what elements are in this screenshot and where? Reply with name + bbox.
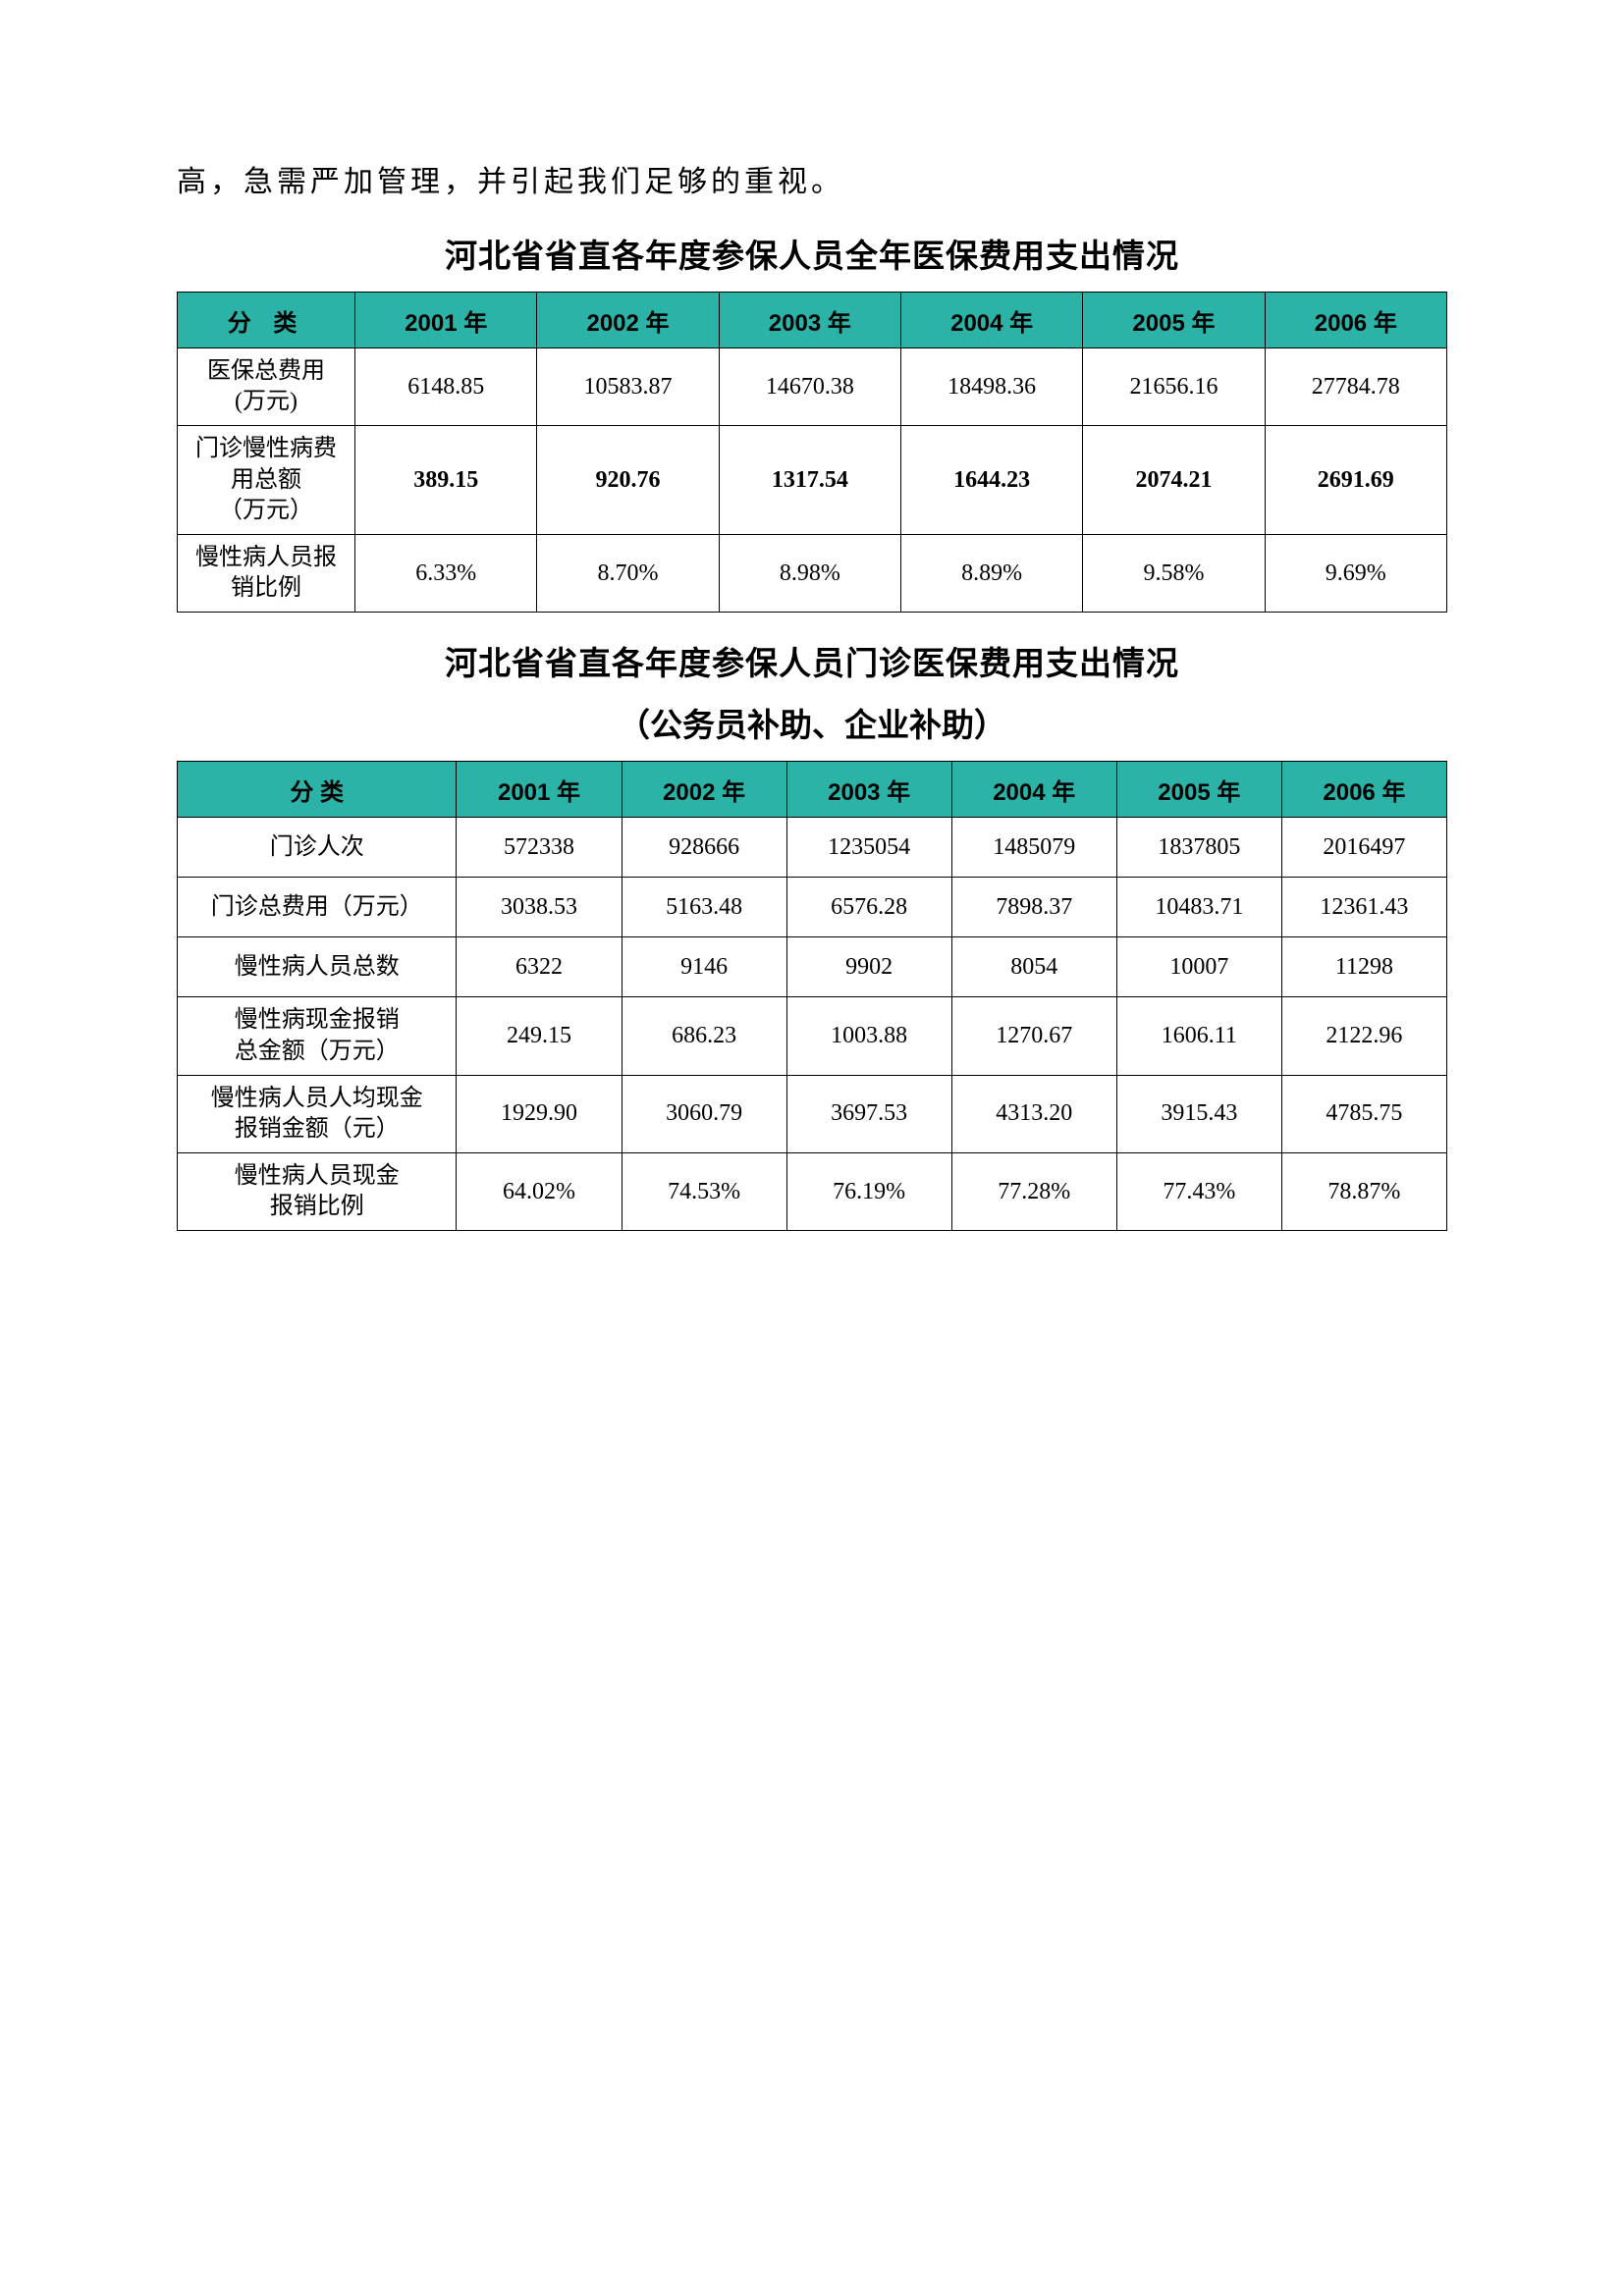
cell: 4785.75 [1281, 1075, 1446, 1152]
cell: 6322 [457, 937, 622, 997]
row-label: 慢性病人员人均现金报销金额（元） [178, 1075, 457, 1152]
cell: 686.23 [622, 997, 786, 1075]
cell: 77.43% [1116, 1153, 1281, 1231]
table2-header-2: 2002 年 [622, 762, 786, 818]
cell: 21656.16 [1083, 348, 1265, 426]
cell: 10007 [1116, 937, 1281, 997]
cell: 6.33% [355, 534, 537, 612]
cell: 928666 [622, 818, 786, 878]
table1-header-3: 2003 年 [719, 293, 900, 348]
cell: 920.76 [537, 426, 719, 535]
cell: 14670.38 [719, 348, 900, 426]
cell: 6148.85 [355, 348, 537, 426]
cell: 78.87% [1281, 1153, 1446, 1231]
cell: 1317.54 [719, 426, 900, 535]
cell: 9.69% [1265, 534, 1446, 612]
cell: 1929.90 [457, 1075, 622, 1152]
row-label: 门诊慢性病费用总额（万元） [178, 426, 355, 535]
table2-subtitle: （公务员补助、企业补助） [177, 699, 1447, 746]
table2-header-0: 分 类 [178, 762, 457, 818]
table-row: 医保总费用(万元)6148.8510583.8714670.3818498.36… [178, 348, 1447, 426]
row-label: 慢性病人员报销比例 [178, 534, 355, 612]
cell: 4313.20 [951, 1075, 1116, 1152]
cell: 10583.87 [537, 348, 719, 426]
table1-header-row: 分 类 2001 年 2002 年 2003 年 2004 年 2005 年 2… [178, 293, 1447, 348]
cell: 2074.21 [1083, 426, 1265, 535]
cell: 2016497 [1281, 818, 1446, 878]
cell: 1003.88 [786, 997, 951, 1075]
cell: 1235054 [786, 818, 951, 878]
table2-header-5: 2005 年 [1116, 762, 1281, 818]
row-label: 门诊总费用（万元） [178, 878, 457, 937]
cell: 74.53% [622, 1153, 786, 1231]
cell: 27784.78 [1265, 348, 1446, 426]
table2-title: 河北省省直各年度参保人员门诊医保费用支出情况 [177, 637, 1447, 684]
table-row: 门诊人次572338928666123505414850791837805201… [178, 818, 1447, 878]
table1: 分 类 2001 年 2002 年 2003 年 2004 年 2005 年 2… [177, 292, 1447, 613]
table2-header-1: 2001 年 [457, 762, 622, 818]
cell: 9902 [786, 937, 951, 997]
row-label: 慢性病现金报销总金额（万元） [178, 997, 457, 1075]
cell: 1606.11 [1116, 997, 1281, 1075]
table-row: 慢性病现金报销总金额（万元）249.15686.231003.881270.67… [178, 997, 1447, 1075]
cell: 11298 [1281, 937, 1446, 997]
cell: 8.70% [537, 534, 719, 612]
table-row: 门诊总费用（万元）3038.535163.486576.287898.37104… [178, 878, 1447, 937]
cell: 9.58% [1083, 534, 1265, 612]
cell: 12361.43 [1281, 878, 1446, 937]
table-row: 慢性病人员报销比例6.33%8.70%8.98%8.89%9.58%9.69% [178, 534, 1447, 612]
table1-title: 河北省省直各年度参保人员全年医保费用支出情况 [177, 230, 1447, 277]
table1-header-1: 2001 年 [355, 293, 537, 348]
table2-header-6: 2006 年 [1281, 762, 1446, 818]
cell: 8.89% [900, 534, 1082, 612]
table1-header-0: 分 类 [228, 310, 305, 337]
table-row: 门诊慢性病费用总额（万元）389.15920.761317.541644.232… [178, 426, 1447, 535]
table2: 分 类 2001 年 2002 年 2003 年 2004 年 2005 年 2… [177, 761, 1447, 1231]
intro-text: 高，急需严加管理，并引起我们足够的重视。 [177, 157, 1447, 200]
row-label: 慢性病人员总数 [178, 937, 457, 997]
cell: 5163.48 [622, 878, 786, 937]
cell: 3915.43 [1116, 1075, 1281, 1152]
cell: 76.19% [786, 1153, 951, 1231]
cell: 2122.96 [1281, 997, 1446, 1075]
table-row: 慢性病人员现金报销比例64.02%74.53%76.19%77.28%77.43… [178, 1153, 1447, 1231]
table2-body: 门诊人次572338928666123505414850791837805201… [178, 818, 1447, 1231]
row-label: 医保总费用(万元) [178, 348, 355, 426]
cell: 8054 [951, 937, 1116, 997]
row-label: 慢性病人员现金报销比例 [178, 1153, 457, 1231]
cell: 2691.69 [1265, 426, 1446, 535]
cell: 1644.23 [900, 426, 1082, 535]
cell: 6576.28 [786, 878, 951, 937]
cell: 3060.79 [622, 1075, 786, 1152]
cell: 249.15 [457, 997, 622, 1075]
table1-header-2: 2002 年 [537, 293, 719, 348]
table-row: 慢性病人员总数63229146990280541000711298 [178, 937, 1447, 997]
table1-header-6: 2006 年 [1265, 293, 1446, 348]
cell: 389.15 [355, 426, 537, 535]
cell: 1270.67 [951, 997, 1116, 1075]
table1-header-5: 2005 年 [1083, 293, 1265, 348]
cell: 3697.53 [786, 1075, 951, 1152]
table1-body: 医保总费用(万元)6148.8510583.8714670.3818498.36… [178, 348, 1447, 613]
table2-header-row: 分 类 2001 年 2002 年 2003 年 2004 年 2005 年 2… [178, 762, 1447, 818]
cell: 572338 [457, 818, 622, 878]
table1-header-4: 2004 年 [900, 293, 1082, 348]
cell: 1485079 [951, 818, 1116, 878]
cell: 1837805 [1116, 818, 1281, 878]
cell: 64.02% [457, 1153, 622, 1231]
table2-header-4: 2004 年 [951, 762, 1116, 818]
cell: 3038.53 [457, 878, 622, 937]
table2-header-3: 2003 年 [786, 762, 951, 818]
cell: 7898.37 [951, 878, 1116, 937]
cell: 10483.71 [1116, 878, 1281, 937]
cell: 77.28% [951, 1153, 1116, 1231]
row-label: 门诊人次 [178, 818, 457, 878]
cell: 8.98% [719, 534, 900, 612]
cell: 18498.36 [900, 348, 1082, 426]
cell: 9146 [622, 937, 786, 997]
table-row: 慢性病人员人均现金报销金额（元）1929.903060.793697.53431… [178, 1075, 1447, 1152]
